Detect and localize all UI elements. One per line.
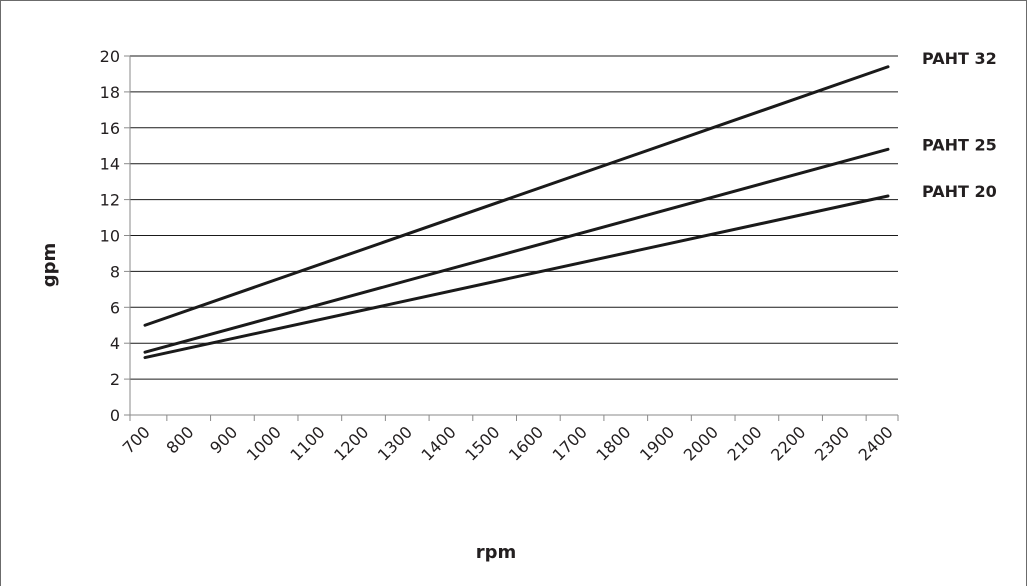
x-tick-label: 800 xyxy=(162,422,197,457)
series-labels: PAHT 32 PAHT 25 PAHT 20 xyxy=(922,49,997,201)
y-tick-label: 6 xyxy=(110,298,120,317)
y-tick-label: 18 xyxy=(100,83,120,102)
axes xyxy=(124,55,899,421)
y-axis-title: gpm xyxy=(39,243,60,288)
x-tick-label: 1700 xyxy=(549,422,591,464)
x-tick-label: 1800 xyxy=(592,422,634,464)
x-axis-title: rpm xyxy=(476,542,517,563)
x-tick-label: 700 xyxy=(119,422,154,457)
y-tick-label: 0 xyxy=(110,406,120,425)
x-tick-label: 2400 xyxy=(855,422,897,464)
x-tick-label: 2300 xyxy=(811,422,853,464)
y-tick-label: 14 xyxy=(100,155,120,174)
series-line xyxy=(143,65,890,327)
x-tick-label: 1300 xyxy=(374,422,416,464)
x-tick-label: 1900 xyxy=(636,422,678,464)
x-tick-label: 1000 xyxy=(243,422,285,464)
x-tick-label: 1100 xyxy=(286,422,328,464)
series-line xyxy=(143,194,890,360)
y-tick-label: 10 xyxy=(100,227,120,246)
x-tick-label: 1200 xyxy=(330,422,372,464)
y-tick-label: 20 xyxy=(100,47,120,66)
series-label: PAHT 25 xyxy=(922,135,997,154)
series-label: PAHT 32 xyxy=(922,49,997,68)
y-tick-label: 2 xyxy=(110,370,120,389)
x-tick-label: 2000 xyxy=(680,422,722,464)
x-tick-label: 1400 xyxy=(418,422,460,464)
y-tick-label: 16 xyxy=(100,119,120,138)
grid-lines xyxy=(130,55,898,380)
x-tick-label: 900 xyxy=(206,422,241,457)
series-line xyxy=(143,147,890,354)
y-tick-label: 8 xyxy=(110,262,120,281)
x-tick-labels: 700 800 900 1000 1100 1200 1300 1400 1500 1600 170… xyxy=(119,422,897,464)
x-tick-label: 2200 xyxy=(767,422,809,464)
y-tick-label: 4 xyxy=(110,334,120,353)
x-tick-label: 2100 xyxy=(723,422,765,464)
series-label: PAHT 20 xyxy=(922,182,997,201)
y-tick-label: 12 xyxy=(100,191,120,210)
x-tick-label: 1600 xyxy=(505,422,547,464)
series-lines xyxy=(143,65,890,360)
x-tick-label: 1500 xyxy=(461,422,503,464)
y-tick-labels: 0 2 4 6 8 10 12 14 16 18 20 xyxy=(100,47,120,425)
